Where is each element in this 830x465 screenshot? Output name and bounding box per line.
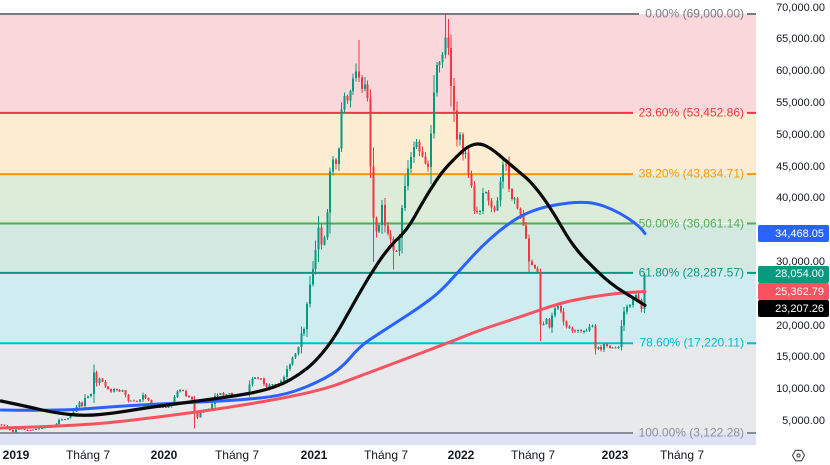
fib-level-label[interactable]: 38.20% (43,834.71) (638, 166, 744, 181)
fib-level-label[interactable]: 61.80% (28,287.57) (638, 265, 744, 280)
plot-area[interactable]: 0.00% (69,000.00) 23.60% (53,452.86) 38.20… (0, 0, 756, 445)
price-tick-label: 5,000.00 (782, 415, 825, 428)
moving-average-lines (0, 142, 647, 430)
fib-band (0, 112, 756, 175)
time-axis-label-2019: 2019 (2, 448, 30, 462)
ma-black-line (0, 142, 647, 417)
price-axis[interactable]: 70,000.00 65,000.00 60,000.00 55,000.00 50,0… (756, 0, 830, 445)
price-tag: 25,362.79 (758, 283, 829, 301)
fib-band (0, 343, 756, 433)
price-tick-label: 40,000.00 (776, 192, 825, 205)
price-tag: 28,054.00 (758, 265, 829, 283)
time-axis-label-tháng-7: Tháng 7 (510, 448, 556, 462)
price-tick-label: 45,000.00 (776, 160, 825, 173)
ma-red-line (0, 290, 647, 430)
time-axis-label-tháng-7: Tháng 7 (659, 448, 705, 462)
time-axis-label-tháng-7: Tháng 7 (65, 448, 111, 462)
price-tick-label: 60,000.00 (776, 65, 825, 78)
time-axis-label-2020: 2020 (150, 448, 178, 462)
price-tick-label: 10,000.00 (776, 383, 825, 396)
ma-blue-line (0, 200, 647, 412)
price-tick-label: 20,000.00 (776, 319, 825, 332)
time-axis-label-2021: 2021 (300, 448, 328, 462)
time-axis-label-2023: 2023 (601, 448, 629, 462)
chart-canvas (0, 13, 756, 434)
fib-band-below (0, 433, 756, 445)
price-tick-label: 50,000.00 (776, 128, 825, 141)
price-tag: 34,468.05 (758, 225, 829, 243)
fib-level-label[interactable]: 50.00% (36,061.14) (638, 215, 744, 230)
price-tick-label: 65,000.00 (776, 33, 825, 46)
time-axis-label-tháng-7: Tháng 7 (214, 448, 260, 462)
time-axis[interactable]: 2019 Tháng 7 2020 Tháng 7 2021 Tháng 7 2022 Thá… (0, 445, 830, 465)
fib-band (0, 14, 756, 113)
time-axis-label-tháng-7: Tháng 7 (363, 448, 409, 462)
fib-lines[interactable] (0, 13, 756, 434)
tradingview-logo-icon[interactable] (791, 448, 806, 463)
time-axis-label-2022: 2022 (447, 448, 475, 462)
price-tick-label: 55,000.00 (776, 97, 825, 110)
fib-band (0, 174, 756, 224)
price-tick-label: 30,000.00 (776, 256, 825, 269)
fib-level-label[interactable]: 0.00% (69,000.00) (645, 6, 744, 21)
fib-level-label[interactable]: 100.00% (3,122.28) (638, 425, 744, 440)
price-tick-label: 70,000.00 (776, 1, 825, 14)
fib-level-label[interactable]: 23.60% (53,452.86) (638, 105, 744, 120)
fib-level-label[interactable]: 78.60% (17,220.11) (639, 335, 744, 350)
price-tag: 23,207.26 (758, 300, 829, 318)
price-tick-label: 15,000.00 (776, 351, 825, 364)
